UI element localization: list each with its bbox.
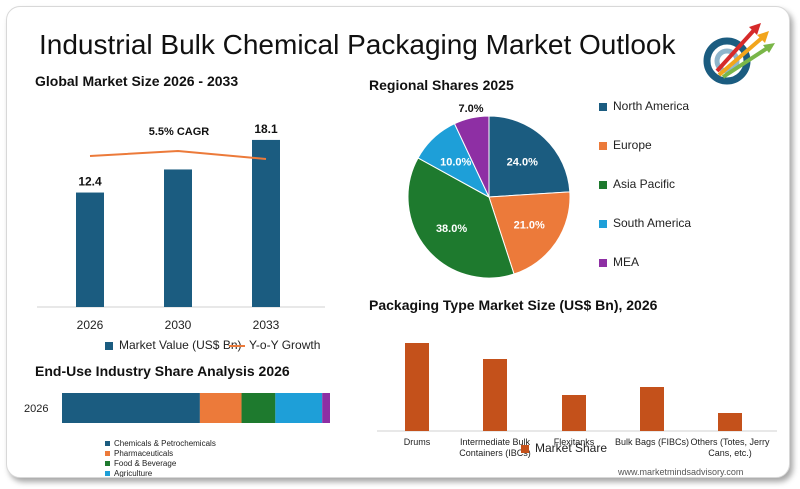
y-tick-label: 2026	[24, 403, 48, 415]
legend-item: Food & Beverage	[105, 459, 216, 469]
enduse-chart-title: End-Use Industry Share Analysis 2026	[35, 363, 290, 379]
legend-swatch	[599, 219, 607, 228]
legend-swatch	[105, 441, 110, 447]
legend-item: Pharmaceuticals	[105, 449, 216, 459]
legend-swatch	[105, 461, 110, 467]
enduse-segment	[241, 393, 276, 423]
pie-slice	[407, 157, 515, 279]
pie-value-label: 24.0%	[507, 157, 538, 169]
legend-swatch	[599, 141, 607, 150]
x-tick-label: 2026	[77, 318, 104, 332]
enduse-segment	[322, 393, 330, 423]
legend-item: Asia Pacific	[599, 177, 675, 191]
legend-label: Pharmaceuticals	[114, 449, 174, 458]
packaging-bar	[562, 395, 586, 431]
legend-line-swatch	[229, 344, 245, 347]
x-tick-label: 2033	[253, 318, 280, 332]
legend-yoy-growth: Y-o-Y Growth	[229, 338, 320, 352]
legend-label: MEA	[613, 255, 640, 269]
enduse-segment	[199, 393, 242, 423]
market-value-bar	[252, 139, 280, 307]
legend-label: Europe	[613, 138, 652, 152]
packaging-bar	[483, 359, 507, 431]
logo-icon	[703, 23, 775, 85]
legend-item: Chemicals & Petrochemicals	[105, 439, 216, 449]
bar-value-label: 12.4	[78, 175, 102, 189]
enduse-segment	[275, 393, 323, 423]
market-value-bar	[76, 192, 104, 307]
legend-item: Agriculture	[105, 469, 216, 478]
legend-swatch	[521, 444, 529, 453]
packaging-bar	[640, 387, 664, 431]
legend-swatch	[599, 180, 607, 189]
legend-market-value: Market Value (US$ Bn)	[105, 338, 242, 352]
x-tick-label: Intermediate Bulk Containers (IBCs)	[459, 437, 531, 458]
x-tick-label: Others (Totes, Jerry Cans, etc.)	[690, 437, 770, 458]
global-chart-title: Global Market Size 2026 - 2033	[35, 73, 239, 89]
legend-label: Agriculture	[114, 469, 153, 478]
market-value-bar	[164, 169, 192, 307]
legend-swatch	[105, 341, 113, 350]
enduse-stacked-chart: 2026	[24, 393, 330, 423]
regional-chart-title: Regional Shares 2025	[369, 77, 514, 93]
legend-item: Europe	[599, 138, 652, 152]
pie-value-label: 21.0%	[514, 219, 545, 231]
legend-label: Chemicals & Petrochemicals	[114, 439, 216, 448]
packaging-bar	[718, 413, 742, 431]
legend-swatch	[105, 451, 110, 457]
bar-value-label: 18.1	[254, 122, 278, 136]
dashboard-card: Industrial Bulk Chemical Packaging Marke…	[6, 6, 790, 478]
x-tick-label: Bulk Bags (FIBCs)	[615, 437, 689, 447]
regional-legend: North America Europe Asia Pacific South Ame…	[599, 99, 779, 279]
page-title: Industrial Bulk Chemical Packaging Marke…	[39, 29, 676, 60]
legend-label: Food & Beverage	[114, 459, 177, 468]
pie-slice	[488, 191, 571, 275]
x-tick-label: 2030	[165, 318, 192, 332]
legend-label: South America	[613, 216, 692, 230]
pie-value-label: 7.0%	[458, 103, 483, 115]
cagr-annotation: 5.5% CAGR	[149, 126, 210, 138]
regional-pie-chart: 24.0% 21.0% 38.0% 10.0% 7.0%	[407, 103, 571, 279]
legend-item: North America	[599, 99, 689, 113]
global-market-chart: 12.4 2026 2030 18.1 2033 5.5% CAGR	[37, 122, 325, 332]
pie-value-label: 10.0%	[440, 157, 471, 169]
pie-value-label: 38.0%	[436, 223, 467, 235]
legend-swatch	[599, 102, 607, 111]
packaging-chart-title: Packaging Type Market Size (US$ Bn), 202…	[369, 297, 658, 313]
packaging-bar	[405, 343, 429, 431]
pie-slice	[453, 115, 490, 198]
legend-swatch	[105, 471, 110, 477]
x-tick-label: Flexitanks	[554, 437, 595, 447]
legend-item: South America	[599, 216, 691, 230]
yoy-growth-line	[89, 149, 267, 160]
website-link[interactable]: www.marketmindsadvisory.com	[618, 467, 744, 477]
legend-swatch	[599, 258, 607, 267]
packaging-legend: Market Share	[521, 441, 607, 455]
legend-label: North America	[613, 99, 690, 113]
legend-label: Asia Pacific	[613, 177, 676, 191]
x-tick-label: Drums	[404, 437, 431, 447]
enduse-legend: Chemicals & Petrochemicals Pharmaceutical…	[105, 439, 216, 478]
pie-slice	[488, 115, 571, 198]
enduse-segment	[62, 393, 200, 423]
packaging-bar-chart: Drums Intermediate Bulk Containers (IBCs) F…	[377, 343, 777, 458]
global-legend: Market Value (US$ Bn) Y-o-Y Growth	[7, 337, 347, 355]
legend-item: MEA	[599, 255, 639, 269]
